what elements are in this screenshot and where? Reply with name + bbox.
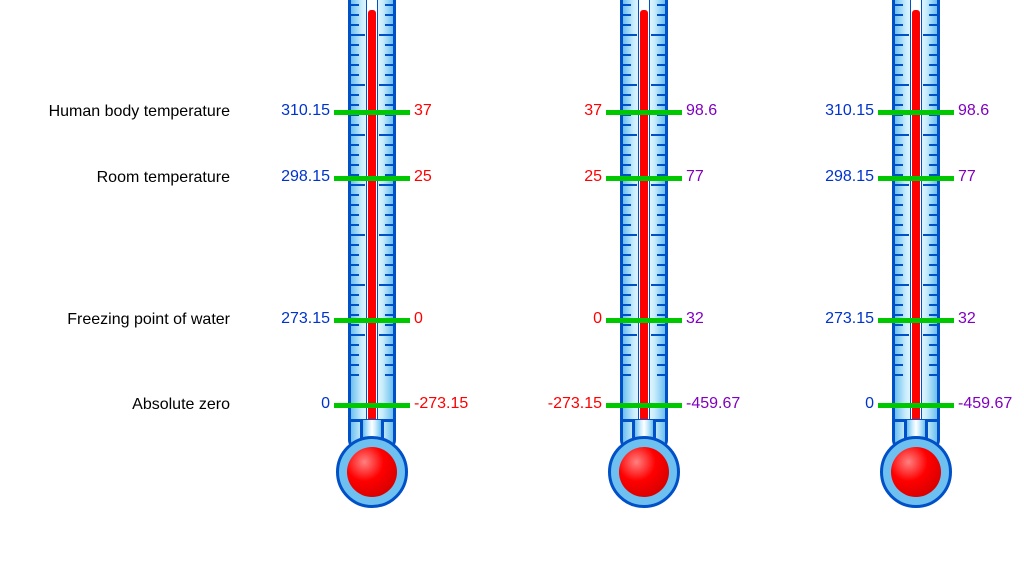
- ref-line-abs0: [606, 403, 682, 408]
- ref-label-freeze: Freezing point of water: [10, 311, 230, 329]
- mercury-column: [912, 10, 920, 450]
- ref-line-freeze: [878, 318, 954, 323]
- value-left-abs0: -273.15: [548, 395, 602, 413]
- ref-line-room: [878, 176, 954, 181]
- value-left-abs0: 0: [321, 395, 330, 413]
- ref-line-body: [606, 110, 682, 115]
- ref-line-room: [606, 176, 682, 181]
- ref-label-abs0: Absolute zero: [10, 396, 230, 414]
- ref-line-body: [334, 110, 410, 115]
- ref-line-abs0: [334, 403, 410, 408]
- value-right-abs0: -273.15: [414, 395, 468, 413]
- bulb: [608, 436, 680, 508]
- ref-line-room: [334, 176, 410, 181]
- value-left-room: 298.15: [281, 168, 330, 186]
- value-left-room: 298.15: [825, 168, 874, 186]
- ref-line-abs0: [878, 403, 954, 408]
- ref-line-freeze: [606, 318, 682, 323]
- value-left-body: 310.15: [281, 102, 330, 120]
- ref-label-room: Room temperature: [10, 169, 230, 187]
- mercury-column: [368, 10, 376, 450]
- value-left-abs0: 0: [865, 395, 874, 413]
- thermometer-2: [620, 0, 668, 500]
- ref-label-body: Human body temperature: [10, 103, 230, 121]
- value-right-room: 25: [414, 168, 432, 186]
- thermometer-3: [892, 0, 940, 500]
- value-left-freeze: 273.15: [825, 310, 874, 328]
- value-right-freeze: 32: [686, 310, 704, 328]
- value-right-body: 98.6: [686, 102, 717, 120]
- value-right-room: 77: [686, 168, 704, 186]
- ref-line-body: [878, 110, 954, 115]
- value-right-freeze: 32: [958, 310, 976, 328]
- value-right-body: 37: [414, 102, 432, 120]
- value-right-abs0: -459.67: [686, 395, 740, 413]
- ref-line-freeze: [334, 318, 410, 323]
- value-right-body: 98.6: [958, 102, 989, 120]
- value-right-room: 77: [958, 168, 976, 186]
- bulb: [336, 436, 408, 508]
- mercury-column: [640, 10, 648, 450]
- value-right-abs0: -459.67: [958, 395, 1012, 413]
- value-left-freeze: 0: [593, 310, 602, 328]
- temperature-scales-diagram: Human body temperature Room temperature Fr…: [0, 0, 1024, 586]
- value-left-body: 37: [584, 102, 602, 120]
- value-left-freeze: 273.15: [281, 310, 330, 328]
- value-left-room: 25: [584, 168, 602, 186]
- value-left-body: 310.15: [825, 102, 874, 120]
- value-right-freeze: 0: [414, 310, 423, 328]
- thermometer-1: [348, 0, 396, 500]
- bulb: [880, 436, 952, 508]
